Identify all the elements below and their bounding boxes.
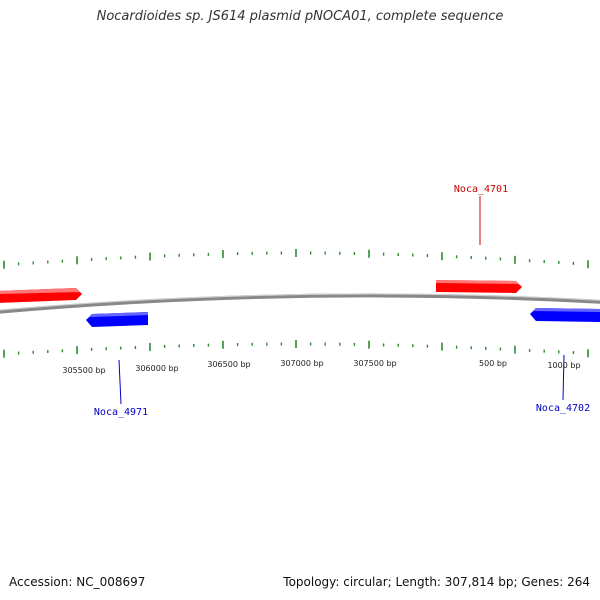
inner-tick-track bbox=[3, 340, 589, 358]
gene-label-noca-4702[interactable]: Noca_4702 bbox=[536, 403, 590, 414]
noca-4971-leader bbox=[118, 359, 122, 405]
bp-label: 306000 bp bbox=[135, 364, 178, 373]
plasmid-backbone bbox=[0, 293, 600, 314]
gene-forward-left[interactable] bbox=[0, 288, 82, 303]
bp-label: 307000 bp bbox=[280, 359, 323, 368]
gene-noca-4971[interactable] bbox=[86, 312, 148, 327]
bp-label: 1000 bp bbox=[547, 361, 580, 370]
bp-label: 305500 bp bbox=[62, 366, 105, 375]
bp-label: 306500 bp bbox=[207, 360, 250, 369]
genome-summary-text: Topology: circular; Length: 307,814 bp; … bbox=[283, 575, 590, 589]
gene-noca-4701[interactable] bbox=[436, 280, 522, 293]
map-title: Nocardioides sp. JS614 plasmid pNOCA01, … bbox=[96, 9, 504, 24]
bp-label: 307500 bp bbox=[353, 359, 396, 368]
gene-noca-4702[interactable] bbox=[530, 308, 600, 322]
gene-label-noca-4971[interactable]: Noca_4971 bbox=[94, 407, 148, 418]
accession-text: Accession: NC_008697 bbox=[9, 575, 146, 589]
bp-label: 500 bp bbox=[479, 359, 507, 368]
backbone-highlight bbox=[0, 293, 600, 311]
outer-tick-track bbox=[3, 249, 589, 269]
gene-label-noca-4701[interactable]: Noca_4701 bbox=[454, 184, 508, 195]
noca-4702-leader bbox=[562, 354, 565, 401]
